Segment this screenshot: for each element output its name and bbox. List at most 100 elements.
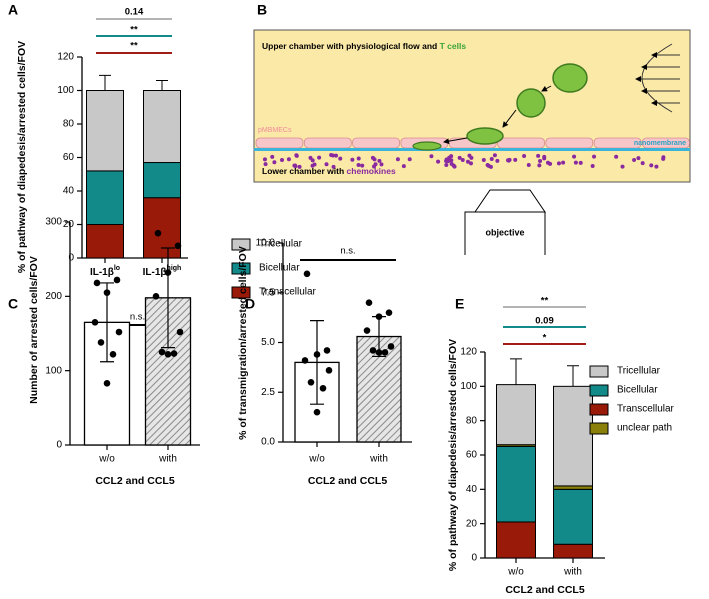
y-axis-label: % of pathway of diapedesis/arrested cell… [16, 41, 28, 273]
y-tick-label: 7.5 [261, 287, 275, 298]
error-bar [99, 74, 111, 91]
y-tick-label: 300 [45, 217, 62, 228]
bar-segment [553, 485, 593, 490]
bar-segment [143, 162, 181, 199]
chemokine-dot [317, 155, 322, 160]
y-axis-label: Number of arrested cells/FOV [28, 256, 40, 404]
y-tick-label: 80 [466, 415, 478, 426]
data-point [164, 351, 172, 358]
t-cell [552, 63, 588, 93]
x-tick-label: w/o [308, 454, 325, 465]
chemokine-dot [632, 157, 637, 162]
y-tick-label: 0 [471, 553, 477, 564]
y-tick-label: 120 [460, 347, 477, 358]
chemokine-dot [620, 164, 625, 169]
chemokine-dot [495, 158, 500, 163]
data-point [307, 379, 315, 386]
data-point [152, 293, 160, 300]
panel-letter: E [455, 296, 464, 312]
chemokine-dot [334, 153, 339, 158]
data-point [176, 328, 184, 336]
flow-curve [641, 43, 673, 113]
objective-label: objective [485, 227, 524, 237]
x-axis-label: CCL2 and CCL5 [308, 475, 388, 487]
data-point [103, 289, 111, 296]
error-bar [156, 79, 168, 91]
legend-label: Bicellular [259, 263, 300, 274]
chemokine-dot [592, 154, 597, 159]
data-point [154, 229, 162, 237]
chemokine-dot [270, 154, 275, 159]
endothelial-cell [255, 137, 304, 149]
significance-label: ** [130, 25, 138, 36]
bar-segment [86, 224, 124, 259]
y-tick-label: 200 [45, 291, 62, 302]
y-tick-label: 60 [63, 152, 75, 163]
t-cell [516, 88, 546, 118]
chemokine-dot [572, 154, 577, 159]
chemokine-dot [661, 156, 666, 161]
lower-text: Lower chamber with [262, 166, 347, 176]
significance-label: * [543, 333, 547, 344]
error-bar [100, 282, 114, 363]
lower-label: Lower chamber with chemokines [262, 166, 396, 176]
x-tick-label: with [158, 454, 177, 465]
chemokine-dot [465, 159, 470, 164]
arrow [502, 109, 517, 128]
chemokine-dot [640, 161, 645, 166]
chemokine-dot [460, 157, 465, 162]
data-point [375, 349, 383, 356]
chemokine-dot [542, 156, 547, 161]
error-bar [510, 358, 522, 385]
arrow [541, 85, 552, 92]
y-tick-label: 10.0 [256, 238, 276, 249]
category-base: IL-1β [90, 267, 114, 278]
bar-segment [553, 488, 593, 545]
data-point [301, 357, 309, 364]
significance-label: ** [541, 296, 549, 307]
data-point [170, 350, 178, 357]
chemokine-dot [310, 163, 315, 168]
upper-highlight: T cells [440, 41, 467, 51]
data-point [319, 384, 327, 392]
lower-highlight: chemokines [347, 166, 396, 176]
x-axis-label: CCL2 and CCL5 [505, 584, 585, 596]
chemokine-dot [310, 158, 315, 163]
chemokine-dot [444, 157, 449, 162]
upper-label: Upper chamber with physiological flow an… [262, 41, 466, 51]
x-tick-label: IL-1βlo [90, 265, 120, 278]
data-point [103, 380, 111, 387]
data-point [174, 242, 182, 250]
y-tick-label: 120 [57, 52, 74, 63]
bar-segment [496, 384, 536, 446]
chemokine-dot [649, 163, 654, 168]
chemokine-dot [590, 163, 595, 168]
chemokine-dot [513, 157, 518, 162]
significance-label: n.s. [130, 312, 145, 323]
y-tick-label: 2.5 [261, 387, 275, 398]
chemokine-dot [286, 157, 291, 162]
x-axis-label: CCL2 and CCL5 [95, 475, 175, 487]
chemokine-dot [379, 162, 384, 167]
category-sup: high [167, 265, 182, 272]
chemokine-dot [536, 153, 541, 158]
legend-label: Tricellular [617, 366, 661, 377]
chemokine-dot [481, 158, 486, 163]
chemokine-dot [331, 164, 336, 169]
bar-segment [553, 543, 593, 559]
objective-lens [474, 189, 546, 213]
chemokine-dot [654, 164, 659, 169]
legend-label: Transcellular [617, 404, 675, 415]
chemokine-dot [452, 164, 457, 169]
endothelial-cell [303, 137, 352, 149]
chemokine-dot [338, 156, 343, 161]
membrane [254, 148, 690, 151]
data-point [313, 408, 321, 416]
y-tick-label: 100 [57, 85, 74, 96]
data-point [303, 270, 311, 278]
y-tick-label: 5.0 [261, 337, 275, 348]
chemokine-dot [573, 160, 578, 165]
chemokine-dot [522, 154, 527, 159]
chemokine-dot [395, 157, 400, 162]
